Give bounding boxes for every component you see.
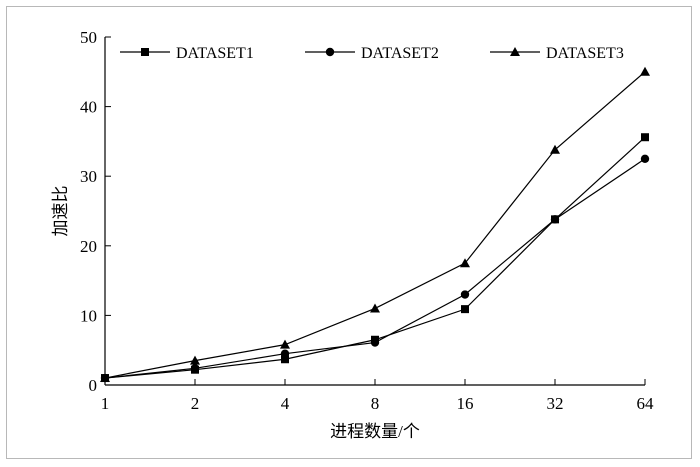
data-point [640,66,650,76]
legend-label: DATASET2 [361,45,439,62]
y-tick-label: 50 [80,28,97,47]
data-point [461,305,469,314]
x-tick-label: 16 [457,394,474,413]
legend-marker [325,47,335,57]
series-3 [100,66,650,383]
data-point [280,339,290,349]
y-axis-ticks: 0 10 20 30 40 50 [80,28,111,395]
y-tick-label: 0 [89,376,98,395]
y-axis-title: 加速比 [51,186,70,237]
data-point [100,373,110,383]
x-tick-label: 1 [101,394,110,413]
data-point [370,338,380,347]
legend-label: DATASET3 [546,45,624,62]
x-tick-label: 2 [191,394,200,413]
series-line [104,71,646,379]
data-point [640,154,650,163]
data-point [550,144,560,154]
data-point [460,258,470,268]
y-tick-label: 40 [80,98,97,117]
data-point [281,355,289,364]
x-axis-title: 进程数量/个 [330,422,420,441]
legend-label: DATASET1 [176,45,254,62]
data-point [280,349,290,358]
legend: DATASET1 DATASET2 DATASET3 [120,45,624,62]
y-tick-label: 10 [80,306,97,325]
data-point [190,364,200,373]
series-2 [100,154,650,383]
data-point [460,290,470,299]
data-point [550,215,560,224]
series-layer [100,66,650,383]
x-tick-label: 64 [637,394,655,413]
x-tick-label: 4 [281,394,290,413]
legend-item: DATASET3 [490,45,624,62]
legend-marker [510,47,520,56]
chart-frame [6,6,692,459]
data-point [190,355,200,365]
data-point [641,133,649,142]
y-tick-label: 20 [80,237,97,256]
data-point [370,303,380,313]
legend-marker [141,48,149,56]
legend-item: DATASET1 [120,45,254,62]
x-tick-label: 8 [371,394,380,413]
x-tick-label: 32 [547,394,564,413]
y-tick-label: 30 [80,167,97,186]
x-axis-ticks: 1 2 4 8 16 32 64 [101,379,654,413]
legend-item: DATASET2 [305,45,439,62]
